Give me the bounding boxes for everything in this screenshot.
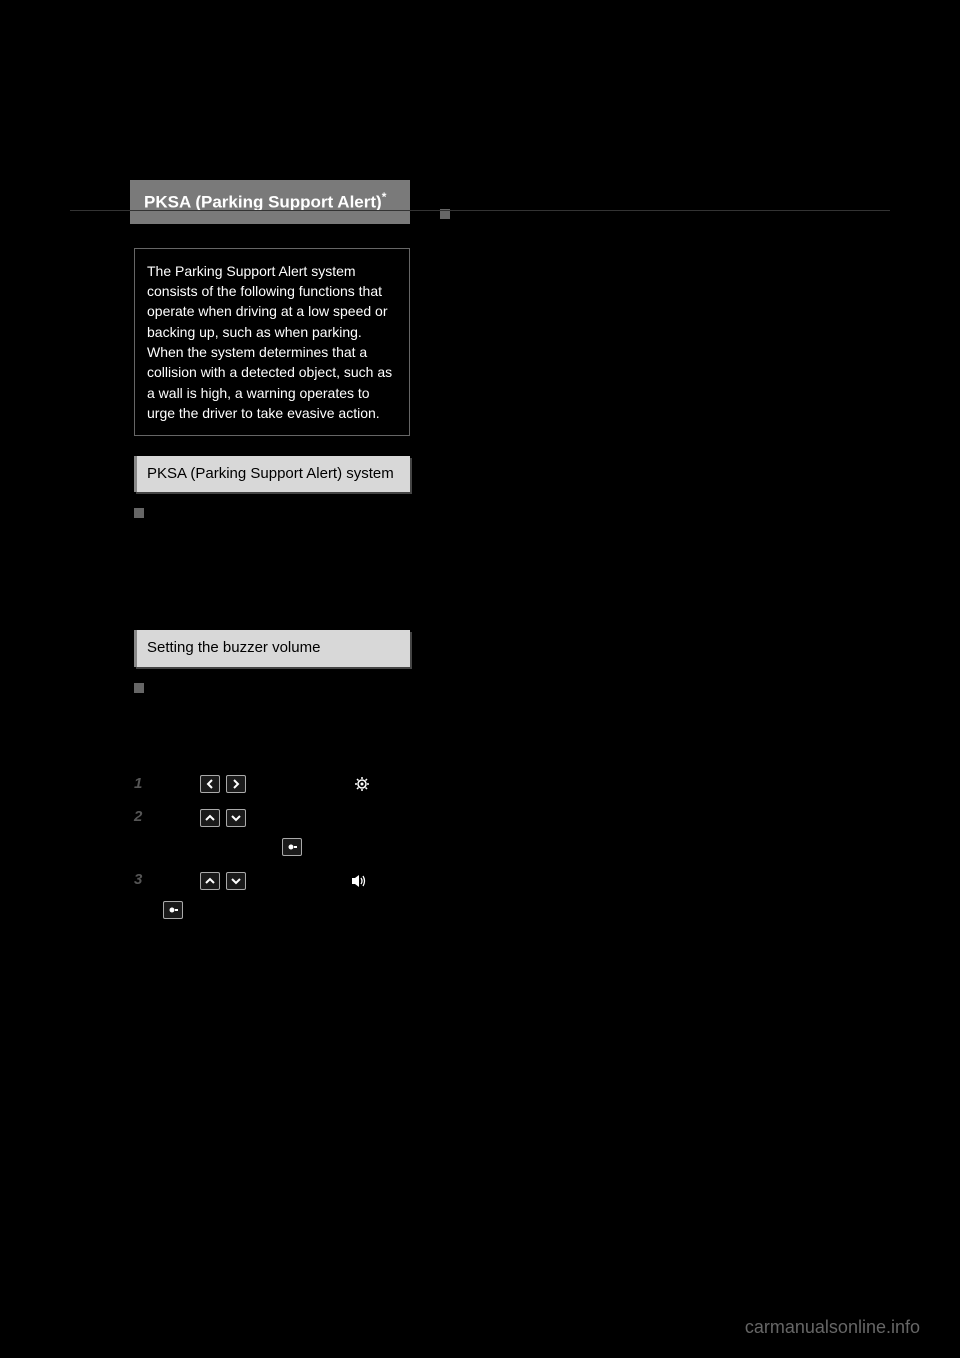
watermark-text: carmanualsonline.info bbox=[745, 1317, 920, 1338]
title-main: PKSA (Parking Support Alert) bbox=[144, 193, 382, 212]
volume-icon bbox=[348, 872, 368, 890]
step-content-2: Press and then press bbox=[162, 808, 410, 857]
center-dot-icon bbox=[282, 838, 302, 856]
square-bullet-icon bbox=[134, 683, 144, 693]
center-dot-icon bbox=[163, 901, 183, 919]
page-divider bbox=[70, 210, 890, 211]
gear-icon bbox=[352, 775, 372, 793]
right-arrow-icon bbox=[226, 775, 246, 793]
title-star: * bbox=[382, 190, 387, 204]
step-row-1: 1 Press to select bbox=[134, 775, 410, 795]
description-text: The Parking Support Alert system consist… bbox=[147, 261, 397, 423]
section-header-pksa: PKSA (Parking Support Alert) system bbox=[134, 456, 410, 492]
sub-section-pksa bbox=[134, 506, 410, 522]
square-bullet-icon bbox=[134, 508, 144, 518]
step-row-2: 2 Press and then press bbox=[134, 808, 410, 857]
sub-title-marker bbox=[134, 506, 410, 522]
step-number-2: 2 bbox=[134, 808, 152, 825]
step-row-3: 3 Press to select bbox=[134, 871, 410, 919]
up-arrow-icon bbox=[200, 809, 220, 827]
down-arrow-icon bbox=[226, 872, 246, 890]
step-list: 1 Press to select bbox=[134, 775, 410, 919]
step-content-3: Press to select bbox=[162, 871, 410, 919]
feature-title-box: PKSA (Parking Support Alert)* bbox=[130, 180, 410, 224]
left-arrow-icon bbox=[200, 775, 220, 793]
step-number-3: 3 bbox=[134, 871, 152, 888]
step-content-1: Press to select bbox=[162, 775, 410, 795]
step-number-1: 1 bbox=[134, 775, 152, 792]
down-arrow-icon bbox=[226, 809, 246, 827]
right-column-marker bbox=[440, 206, 720, 219]
up-arrow-icon bbox=[200, 872, 220, 890]
sub-section-buzzer bbox=[134, 681, 410, 697]
sub-title-marker-2 bbox=[134, 681, 410, 697]
section-header-buzzer: Setting the buzzer volume bbox=[134, 630, 410, 666]
description-box: The Parking Support Alert system consist… bbox=[134, 248, 410, 436]
